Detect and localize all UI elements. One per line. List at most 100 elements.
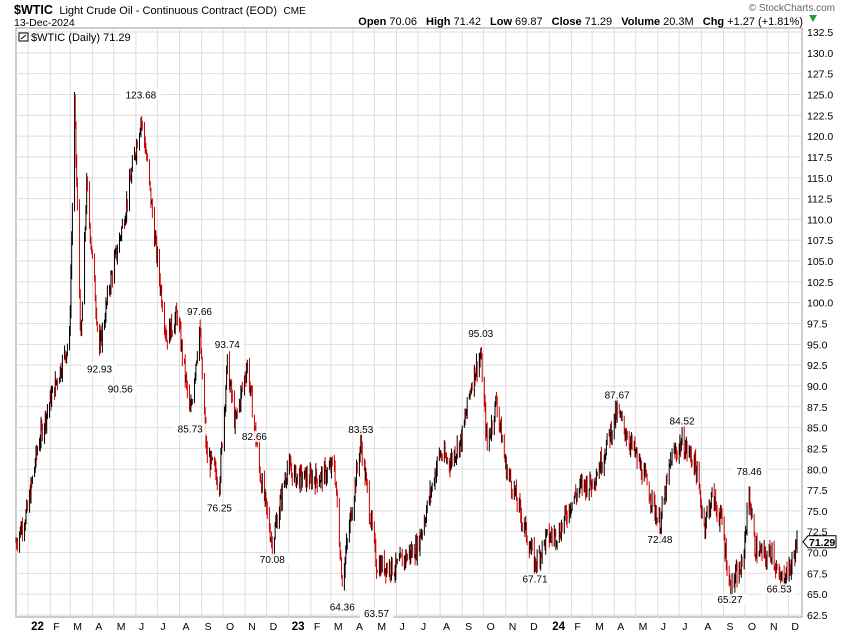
y-tick-label: 67.5	[807, 568, 828, 580]
x-tick-label: A	[617, 621, 624, 633]
annotation-label: 93.74	[215, 340, 240, 351]
x-tick-label: F	[574, 621, 580, 633]
symbol-title: $WTIC	[14, 3, 53, 17]
x-tick-label: 23	[292, 621, 305, 633]
y-tick-label: 92.5	[807, 360, 828, 372]
annotation-bg	[732, 466, 767, 478]
annotation-label: 95.03	[468, 329, 493, 340]
y-tick-label: 127.5	[807, 69, 833, 81]
y-tick-label: 112.5	[807, 194, 833, 206]
x-tick-label: D	[791, 621, 799, 633]
x-axis-labels: 22 F M A M J J A S O N D 23 F M A M J J A S O N D 24 F M A M J J A S O N D	[31, 621, 799, 633]
x-tick-label: M	[377, 621, 386, 633]
annotation-bg	[103, 383, 138, 395]
y-tick-label: 102.5	[807, 277, 833, 289]
y-tick-label: 120.0	[807, 131, 833, 143]
y-tick-label: 77.5	[807, 485, 828, 497]
x-tick-label: M	[334, 621, 343, 633]
high-value: 71.42	[453, 16, 481, 28]
annotation-bg	[343, 423, 378, 435]
x-tick-label: J	[661, 621, 666, 633]
y-tick-label: 65.0	[807, 589, 828, 601]
annotation-bg	[359, 608, 394, 620]
annotation-label: 65.27	[717, 595, 742, 606]
svg-text:$WTIC Light Crude Oil - Co: $WTIC Light Crude Oil - Continuous Contr…	[14, 3, 306, 17]
x-tick-label: 24	[552, 621, 565, 633]
legend-label: $WTIC (Daily) 71.29	[31, 32, 131, 44]
x-tick-label: 22	[31, 621, 44, 633]
annotation-bg	[712, 593, 747, 605]
watermark: © StockCharts.com	[749, 3, 835, 14]
annotation-bg	[173, 423, 208, 435]
x-tick-label: A	[182, 621, 189, 633]
x-tick-label: M	[595, 621, 604, 633]
price-bars	[15, 91, 798, 600]
x-tick-label: A	[95, 621, 102, 633]
y-tick-label: 117.5	[807, 152, 833, 164]
y-tick-label: 122.5	[807, 110, 833, 122]
annotation-label: 123.68	[126, 90, 157, 101]
exchange-label: CME	[284, 6, 307, 17]
x-tick-label: S	[465, 621, 472, 633]
y-tick-label: 125.0	[807, 89, 833, 101]
x-tick-label: J	[160, 621, 165, 633]
annotation-bg	[642, 533, 677, 545]
annotation-bg	[82, 363, 117, 375]
y-tick-label: 110.0	[807, 214, 833, 226]
x-tick-label: A	[356, 621, 363, 633]
plot-frame	[15, 27, 803, 618]
annotation-bg	[210, 338, 245, 350]
y-tick-label: 70.0	[807, 548, 828, 560]
y-tick-label: 130.0	[807, 48, 833, 60]
annotation-label: 76.25	[207, 503, 232, 514]
last-price-value: 71.29	[809, 537, 835, 549]
x-tick-label: M	[639, 621, 648, 633]
y-tick-label: 105.0	[807, 256, 833, 268]
y-axis-labels: 132.5 130.0 127.5 125.0 122.5 120.0 117.5 115.0…	[807, 27, 833, 622]
annotation-label: 66.53	[767, 584, 792, 595]
annotation-label: 72.48	[647, 535, 672, 546]
x-tick-label: S	[205, 621, 212, 633]
change-up-icon	[809, 15, 817, 22]
x-tick-label: D	[530, 621, 538, 633]
x-tick-label: J	[400, 621, 405, 633]
annotation-bg	[202, 502, 237, 514]
y-tick-label: 75.0	[807, 506, 828, 518]
low-value: 69.87	[515, 16, 543, 28]
open-value: 70.06	[389, 16, 417, 28]
x-tick-label: F	[53, 621, 59, 633]
x-tick-label: N	[509, 621, 517, 633]
annotation-label: 90.56	[108, 384, 133, 395]
y-tick-label: 95.0	[807, 339, 828, 351]
annotation-label: 97.66	[187, 307, 212, 318]
y-tick-label: 100.0	[807, 298, 833, 310]
x-tick-label: M	[73, 621, 82, 633]
y-tick-label: 115.0	[807, 173, 833, 185]
annotation-label: 63.57	[364, 609, 389, 620]
y-tick-label: 85.0	[807, 423, 828, 435]
y-tick-label: 80.0	[807, 464, 828, 476]
annotation-label: 67.71	[522, 575, 547, 586]
annotation-label: 70.08	[260, 555, 285, 566]
x-tick-label: F	[314, 621, 320, 633]
annotation-label: 64.36	[330, 603, 355, 614]
y-tick-label: 82.5	[807, 443, 828, 455]
x-tick-label: M	[117, 621, 126, 633]
annotation-bg	[463, 328, 498, 340]
annotation-label: 78.46	[737, 467, 762, 478]
x-tick-label: A	[443, 621, 450, 633]
annotation-label: 83.53	[348, 425, 373, 436]
x-tick-label: N	[248, 621, 256, 633]
annotation-label: 84.52	[670, 417, 695, 428]
y-tick-label: 97.5	[807, 319, 828, 331]
annotation-bg	[518, 573, 553, 585]
y-tick-label: 132.5	[807, 27, 833, 39]
x-tick-label: O	[748, 621, 756, 633]
annotation-bg	[237, 431, 272, 443]
peak-trough-annotations: 123.68 92.93 90.56 97.66 85.73 93.74 76.25 82.6…	[82, 89, 797, 620]
y-tick-label: 62.5	[807, 610, 828, 622]
annotation-label: 85.73	[178, 425, 203, 436]
volume-value: 20.3M	[663, 16, 694, 28]
annotation-bg	[120, 89, 161, 101]
